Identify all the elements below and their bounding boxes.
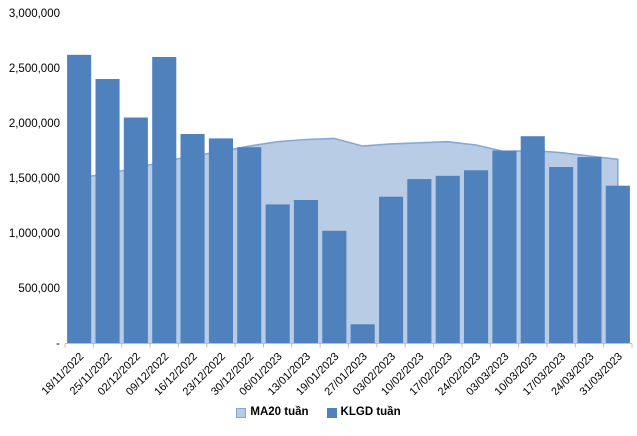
ma20-swatch-icon [236,407,247,418]
legend-item-ma20: MA20 tuần [236,406,309,419]
legend-label-ma20: MA20 tuần [250,406,309,418]
chart-legend: MA20 tuần KLGD tuần [0,406,637,419]
bar-13/01/2023 [293,200,318,343]
y-axis-label: 3,000,000 [9,8,60,20]
bar-19/01/2023 [322,230,347,343]
y-axis-label: - [56,338,60,350]
y-axis-label: 2,500,000 [9,63,60,75]
bar-24/02/2023 [464,170,489,343]
bar-18/11/2022 [67,54,92,344]
bar-09/12/2022 [152,57,177,343]
y-axis-label: 1,500,000 [9,173,60,185]
bar-16/12/2022 [180,134,205,343]
bar-03/03/2023 [492,150,517,343]
legend-label-klgd: KLGD tuần [340,406,401,418]
bar-25/11/2022 [95,79,120,343]
legend-item-klgd: KLGD tuần [326,406,401,419]
bar-30/12/2022 [237,147,262,343]
bar-10/02/2023 [407,179,432,343]
bar-24/03/2023 [577,157,602,343]
bar-27/01/2023 [350,324,375,343]
klgd-swatch-icon [326,407,337,418]
bar-17/02/2023 [435,175,460,343]
bar-10/03/2023 [520,136,545,343]
bar-31/03/2023 [605,185,630,343]
bar-03/02/2023 [379,196,404,343]
bar-06/01/2023 [265,204,290,343]
bar-17/03/2023 [549,167,574,343]
bar-02/12/2022 [123,117,148,343]
bar-23/12/2022 [208,138,233,343]
y-axis-label: 500,000 [18,283,60,295]
y-axis-label: 2,000,000 [9,118,60,130]
y-axis-label: 1,000,000 [9,228,60,240]
